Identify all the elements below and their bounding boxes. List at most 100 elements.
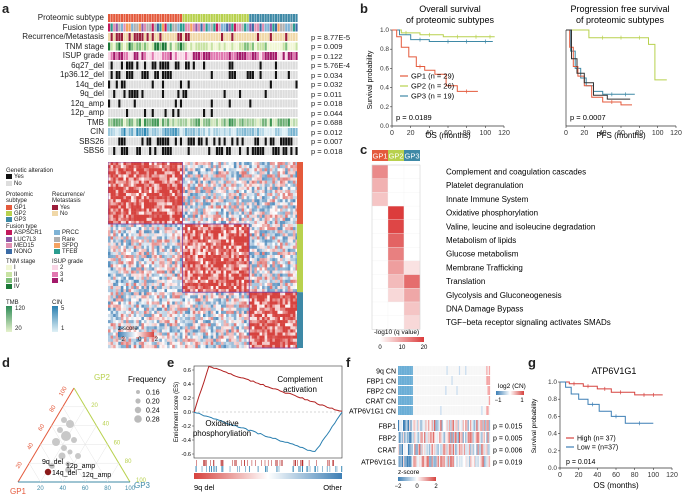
heatmap-cell xyxy=(177,248,181,253)
heatmap-cell xyxy=(228,320,232,324)
heatmap-cell xyxy=(210,233,214,237)
heatmap-cell xyxy=(208,258,211,262)
heatmap-cell xyxy=(249,255,252,259)
heatmap-cell xyxy=(195,217,199,222)
heatmap-cell xyxy=(238,270,242,274)
heatmap-cell xyxy=(233,276,237,280)
heatmap-cell xyxy=(264,202,268,206)
heatmap-cell xyxy=(164,180,168,184)
heatmap-cell xyxy=(154,199,157,203)
heatmap-cell xyxy=(167,236,170,240)
heatmap-cell xyxy=(185,248,188,253)
heatmap-cell xyxy=(161,276,165,280)
heatmap-cell xyxy=(156,183,160,187)
heatmap-cell xyxy=(205,276,209,280)
heatmap-cell xyxy=(295,211,299,215)
heatmap-cell xyxy=(169,189,173,194)
heatmap-cell xyxy=(267,261,270,265)
heatmap-cell xyxy=(285,211,288,215)
oncoprint-cell xyxy=(292,52,296,60)
heatmap-cell xyxy=(110,273,114,277)
heatmap-cell xyxy=(146,186,150,191)
heatmap-cell xyxy=(238,196,242,200)
heatmap-cell xyxy=(213,273,217,277)
heatmap-cell xyxy=(259,189,263,194)
oncoprint-cell xyxy=(280,61,283,70)
heatmap-cell xyxy=(295,320,299,324)
heatmap-cell xyxy=(197,313,201,318)
oncoprint-cell xyxy=(143,52,147,60)
heatmap-cell xyxy=(146,202,150,206)
oncoprint-cell xyxy=(161,61,165,70)
heatmap-cell xyxy=(161,193,165,197)
heatmap-cell xyxy=(167,242,170,246)
heatmap-cell xyxy=(295,174,299,178)
heatmap-cell xyxy=(228,220,232,225)
oncoprint-cell xyxy=(226,99,229,108)
heatmap-cell xyxy=(244,264,247,268)
heatmap-cell xyxy=(233,233,237,237)
heatmap-cell xyxy=(167,224,170,228)
oncoprint-cell xyxy=(133,61,136,70)
heatmap-cell xyxy=(182,286,186,290)
heatmap-cell xyxy=(133,189,137,194)
heatmap-cell xyxy=(208,165,211,169)
oncoprint-cell xyxy=(133,118,136,127)
heatmap-cell xyxy=(220,168,224,172)
oncoprint-cell xyxy=(182,61,185,70)
heatmap-cell xyxy=(274,307,278,311)
heatmap-cell xyxy=(262,177,265,181)
heatmap-cell xyxy=(156,298,160,302)
heatmap-cell xyxy=(269,261,273,265)
oncoprint-cell xyxy=(280,109,283,117)
heatmap-cell xyxy=(138,267,142,271)
heatmap-cell xyxy=(108,205,111,209)
heatmap-cell xyxy=(259,239,263,243)
heatmap-cell xyxy=(197,186,201,191)
heatmap-cell xyxy=(185,298,188,302)
heatmap-cell xyxy=(292,208,296,212)
heatmap-cell xyxy=(146,230,150,234)
heatmap-cell xyxy=(118,180,122,184)
heatmap-cell xyxy=(167,279,170,284)
heatmap-cell xyxy=(185,193,188,197)
heatmap-cell xyxy=(251,301,255,305)
heatmap-cell xyxy=(256,298,260,302)
oncoprint-cell xyxy=(223,128,226,136)
heatmap-cell xyxy=(264,248,268,253)
heatmap-cell xyxy=(195,208,199,212)
heatmap-cell xyxy=(149,205,152,209)
oncoprint-cell xyxy=(185,118,188,127)
oncoprint-cell xyxy=(192,33,195,41)
heatmap-cell xyxy=(228,248,232,253)
heatmap-cell xyxy=(236,286,240,290)
heatmap-cell xyxy=(236,177,240,181)
heatmap-cell xyxy=(123,165,127,169)
heatmap-cell xyxy=(200,313,204,318)
heatmap-cell xyxy=(128,267,132,271)
heatmap-cell xyxy=(241,233,245,237)
heatmap-cell xyxy=(262,183,265,187)
heatmap-cell xyxy=(200,205,204,209)
heatmap-cell xyxy=(254,165,258,169)
heatmap-cell xyxy=(274,214,278,218)
heatmap-cell xyxy=(187,258,191,262)
oncoprint-cell xyxy=(149,137,152,146)
heatmap-cell xyxy=(197,220,201,225)
heatmap-cell xyxy=(264,208,268,212)
heatmap-cell xyxy=(238,214,242,218)
heatmap-cell xyxy=(141,251,145,256)
heatmap-cell xyxy=(244,220,247,225)
heatmap-cell xyxy=(197,174,201,178)
heatmap-cell xyxy=(251,286,255,290)
oncoprint-cell xyxy=(241,128,244,136)
heatmap-cell xyxy=(108,171,111,175)
heatmap-cell xyxy=(143,199,147,203)
heatmap-cell xyxy=(108,261,111,265)
oncoprint-cell xyxy=(228,14,231,22)
oncoprint-cell xyxy=(118,33,121,41)
heatmap-cell xyxy=(169,292,173,296)
heatmap-cell xyxy=(203,177,206,181)
heatmap-cell xyxy=(295,298,299,302)
heatmap-cell xyxy=(238,313,242,318)
